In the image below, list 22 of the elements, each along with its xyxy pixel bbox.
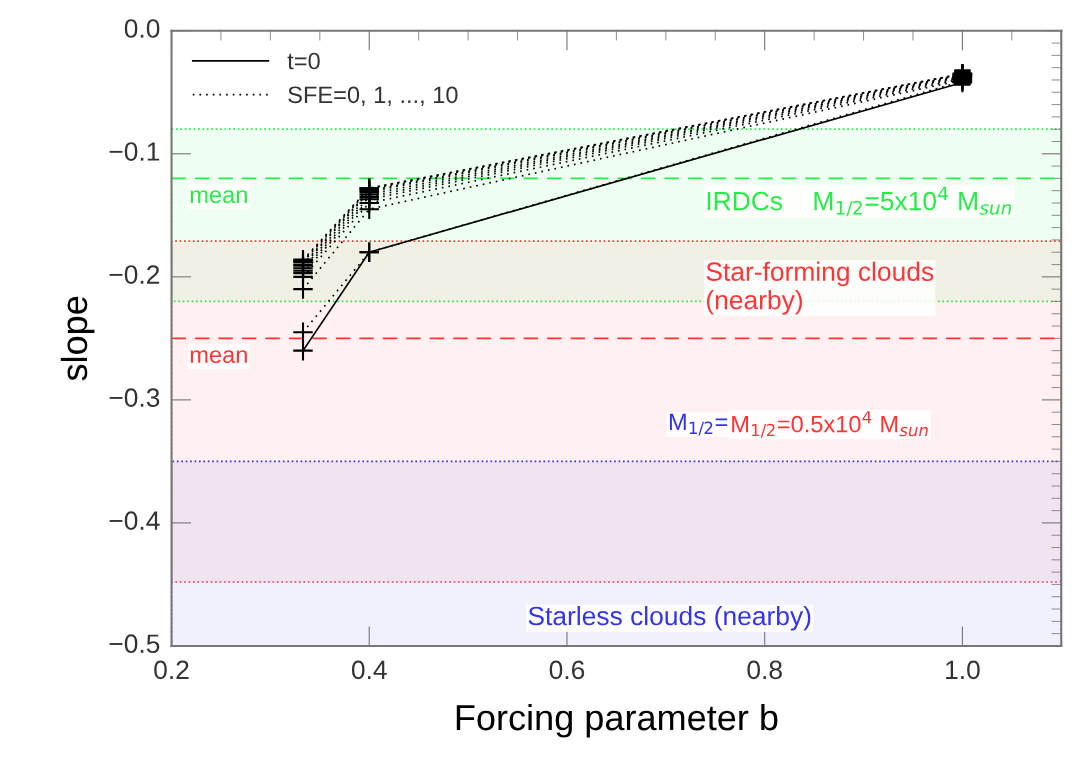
- x-tick-label: 1.0: [946, 660, 980, 680]
- legend-label: t=0: [287, 52, 320, 70]
- y-tick-label: −0.1: [109, 142, 160, 161]
- y-tick-label: −0.5: [109, 634, 160, 654]
- ref-line-label: mean: [190, 190, 247, 204]
- x-tick-label: 0.8: [747, 660, 782, 680]
- y-tick-label: 0.0: [124, 19, 160, 38]
- band-label: IRDCs M$_{1/2}$=5x10$^{4}$ M$_{sun}$: [707, 186, 1012, 217]
- band-label: Star-forming clouds (nearby): [706, 261, 934, 315]
- y-axis-title: slope: [60, 296, 95, 381]
- y-tick-label: −0.2: [109, 265, 160, 284]
- x-tick-label: 0.2: [154, 660, 189, 680]
- band-label: Starless clouds (nearby): [528, 605, 811, 631]
- x-axis-title: Forcing parameter b: [456, 703, 778, 738]
- ref-line-label: mean: [190, 350, 247, 364]
- legend-label: SFE=0, 1, ..., 10: [288, 86, 458, 106]
- x-tick-label: 0.6: [549, 660, 585, 680]
- annotation: M$_{1/2}$=0.5x10$^{4}$ M$_{sun}$: [732, 411, 928, 438]
- y-tick-label: −0.3: [109, 388, 160, 407]
- annotation: M$_{1/2}$=: [669, 413, 728, 436]
- y-tick-label: −0.4: [109, 511, 160, 530]
- x-tick-label: 0.4: [351, 660, 387, 680]
